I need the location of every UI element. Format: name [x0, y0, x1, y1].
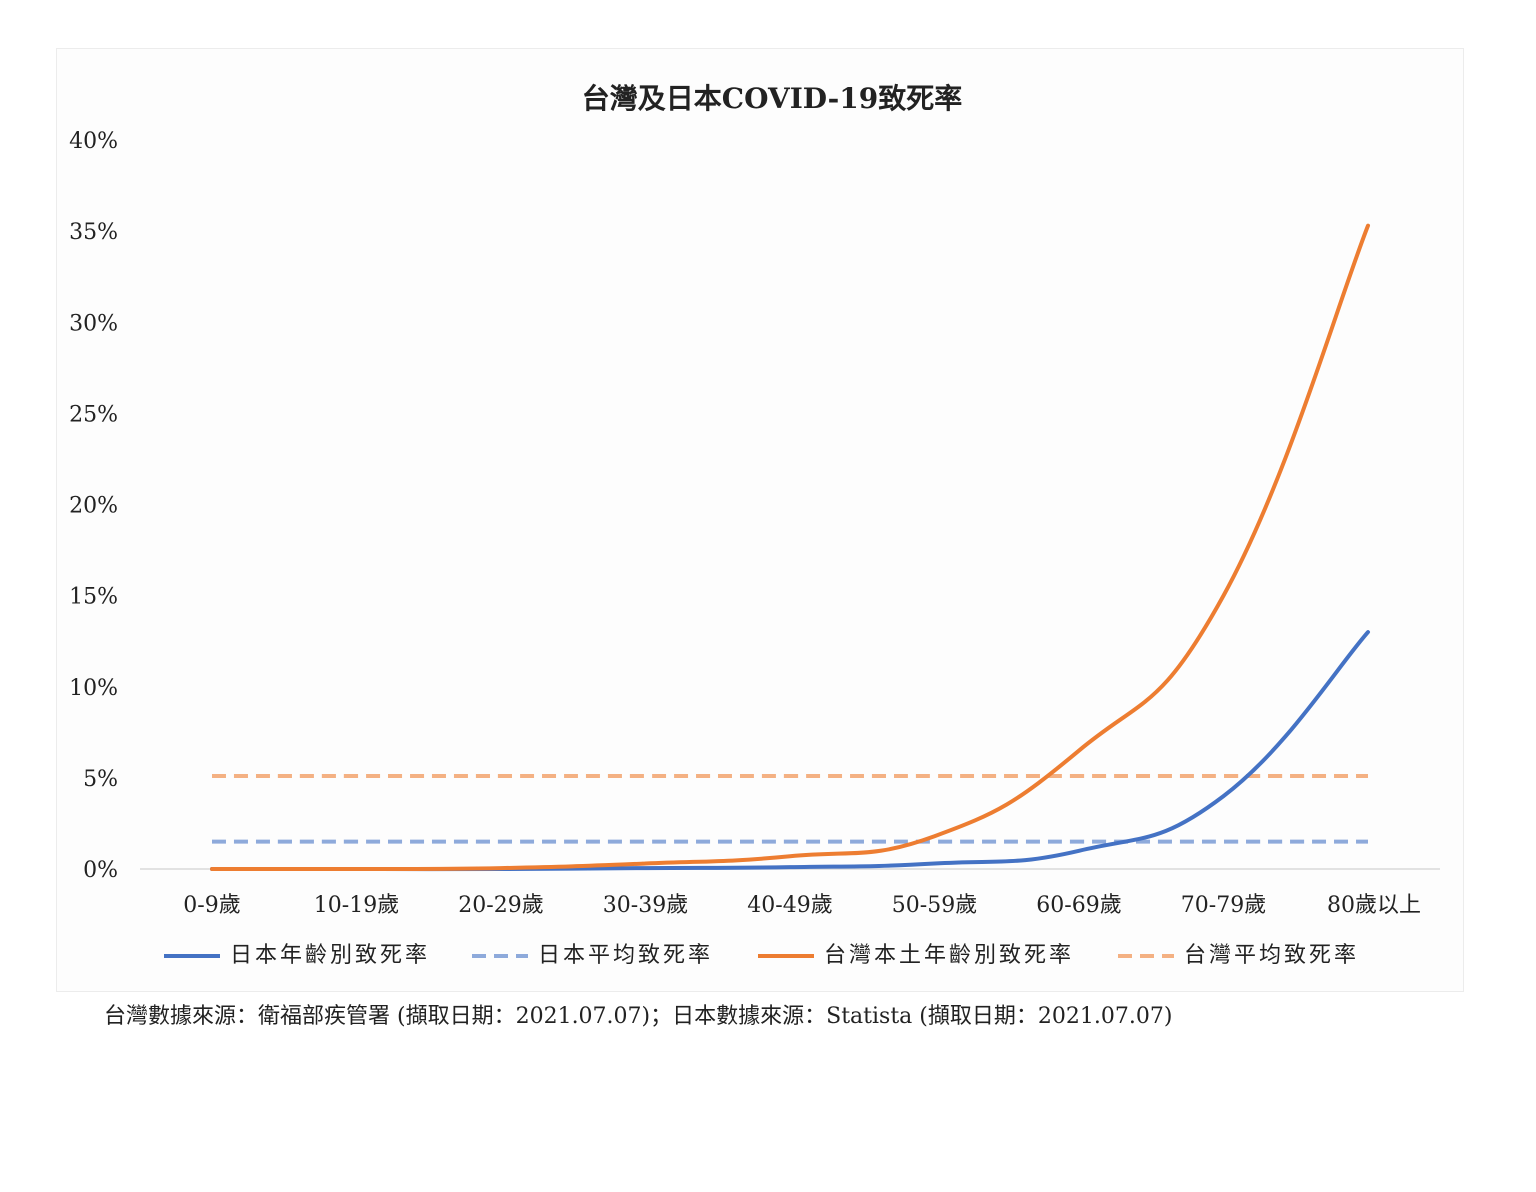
y-tick-label: 40% [69, 129, 118, 154]
x-tick-label: 20-29歲 [458, 893, 543, 918]
y-tick-label: 25% [69, 402, 118, 427]
legend-label: 日本年齡別致死率 [230, 943, 430, 968]
y-tick-label: 0% [83, 858, 118, 883]
y-tick-label: 10% [69, 676, 118, 701]
x-tick-label: 10-19歲 [314, 893, 399, 918]
chart-frame [56, 48, 1464, 992]
x-tick-label: 30-39歲 [603, 893, 688, 918]
x-tick-label: 50-59歲 [892, 893, 977, 918]
y-tick-label: 5% [83, 767, 118, 792]
x-tick-label: 70-79歲 [1181, 893, 1266, 918]
y-tick-label: 15% [69, 585, 118, 610]
legend-label: 日本平均致死率 [538, 943, 713, 968]
y-tick-label: 20% [69, 494, 118, 519]
x-tick-label: 60-69歲 [1036, 893, 1121, 918]
y-tick-label: 30% [69, 311, 118, 336]
legend-label: 台灣平均致死率 [1184, 943, 1359, 968]
source-note: 台灣數據來源：衛福部疾管署 (擷取日期：2021.07.07)；日本數據來源：S… [104, 1004, 1173, 1029]
x-tick-label: 0-9歲 [183, 893, 240, 918]
chart-title: 台灣及日本COVID-19致死率 [582, 82, 962, 115]
y-tick-label: 35% [69, 220, 118, 245]
series-line-1 [210, 630, 1370, 872]
legend-label: 台灣本土年齡別致死率 [824, 943, 1074, 968]
x-tick-label: 80歲以上 [1327, 893, 1421, 918]
series-line-3 [210, 223, 1370, 872]
x-tick-label: 40-49歲 [747, 893, 832, 918]
